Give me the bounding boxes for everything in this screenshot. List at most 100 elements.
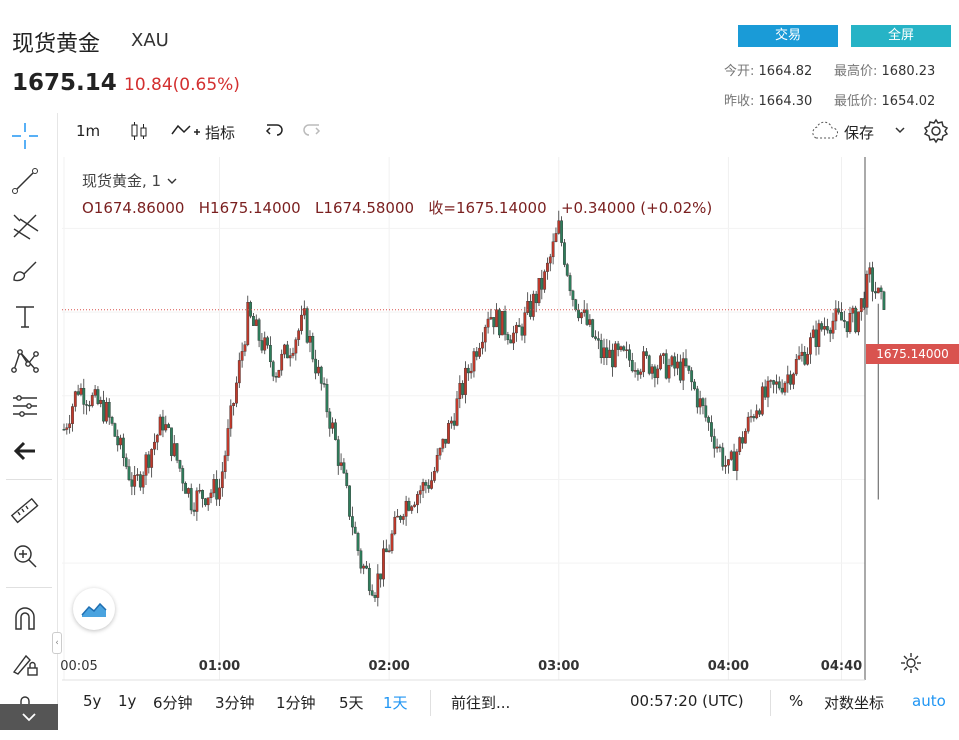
utc-clock[interactable]: 00:57:20 (UTC) xyxy=(630,692,744,710)
candle-body xyxy=(387,550,391,553)
candle-body xyxy=(636,370,640,375)
candle-body xyxy=(876,287,880,294)
range-3min[interactable]: 3分钟 xyxy=(215,694,255,712)
candle-body xyxy=(356,533,360,551)
candle-body xyxy=(831,320,835,334)
expand-toolbar-button[interactable] xyxy=(0,704,58,730)
candlestick-series xyxy=(62,210,886,607)
candle-body xyxy=(571,290,575,300)
settings-gear-icon[interactable] xyxy=(923,118,949,148)
candle-body xyxy=(328,411,332,429)
range-1y[interactable]: 1y xyxy=(118,692,137,710)
candle-body xyxy=(85,404,89,406)
candle-body xyxy=(701,398,705,406)
candle-body xyxy=(147,454,151,468)
candle-body xyxy=(161,416,165,431)
tradingview-logo[interactable] xyxy=(73,588,115,630)
cloud-save-icon[interactable] xyxy=(808,120,840,146)
range-5y[interactable]: 5y xyxy=(83,692,102,710)
candle-body xyxy=(206,497,210,506)
candle-body xyxy=(729,451,733,460)
pattern-tool-icon[interactable] xyxy=(8,346,42,376)
candle-body xyxy=(743,431,747,444)
chevron-down-icon xyxy=(167,178,177,184)
candle-body xyxy=(404,500,408,517)
auto-scale-toggle[interactable]: auto xyxy=(912,692,946,710)
log-scale-toggle[interactable]: 对数坐标 xyxy=(824,694,885,712)
indicators-button[interactable]: 指标 xyxy=(205,124,236,142)
toolbar-divider xyxy=(6,479,52,480)
candle-body xyxy=(718,446,722,449)
range-6min[interactable]: 6分钟 xyxy=(153,694,193,712)
candle-body xyxy=(667,364,671,379)
candle-body xyxy=(266,337,269,346)
goto-date-button[interactable]: 前往到... xyxy=(451,694,511,712)
candle-body xyxy=(565,264,569,276)
candle-body xyxy=(794,359,798,375)
chevron-down-icon[interactable] xyxy=(893,122,907,142)
time-tick-label: 03:00 xyxy=(538,659,579,674)
candle-body xyxy=(113,423,117,437)
zoom-in-icon[interactable] xyxy=(8,541,42,571)
fib-tools-icon[interactable] xyxy=(8,211,42,241)
series-title-text: 现货黄金, 1 xyxy=(82,172,162,190)
candle-body xyxy=(331,422,334,429)
candle-body xyxy=(260,340,264,351)
ruler-icon[interactable] xyxy=(8,496,42,526)
candle-body xyxy=(302,308,306,316)
redo-icon[interactable] xyxy=(300,120,322,146)
interval-selector[interactable]: 1m xyxy=(76,122,101,140)
candle-body xyxy=(416,494,419,506)
candle-body xyxy=(837,308,841,313)
candle-body xyxy=(384,548,388,553)
magnet-icon[interactable] xyxy=(8,603,42,633)
undo-icon[interactable] xyxy=(264,120,286,146)
candle-body xyxy=(218,487,221,500)
candle-body xyxy=(277,369,281,378)
candle-body xyxy=(633,370,637,372)
candle-body xyxy=(232,403,236,406)
candle-type-icon[interactable] xyxy=(128,120,150,146)
candle-body xyxy=(96,389,100,404)
time-axis-settings-icon[interactable] xyxy=(900,652,922,678)
candle-body xyxy=(630,360,634,372)
range-1d[interactable]: 1天 xyxy=(383,694,408,712)
candle-body xyxy=(811,329,815,338)
time-tick-label: 02:00 xyxy=(368,659,409,674)
candle-body xyxy=(574,299,578,311)
candle-body xyxy=(512,332,515,344)
candle-body xyxy=(783,382,787,393)
prediction-tool-icon[interactable] xyxy=(8,391,42,421)
crosshair-icon[interactable] xyxy=(8,121,42,151)
candle-body xyxy=(382,548,385,580)
last-price-label: 1675.14000 xyxy=(866,344,959,364)
collapse-panel-handle[interactable]: ‹ xyxy=(52,632,62,654)
candle-body xyxy=(99,399,103,404)
candle-body xyxy=(851,307,855,314)
candle-body xyxy=(531,293,535,317)
candle-body xyxy=(370,590,374,596)
time-tick-label: 01:00 xyxy=(199,659,240,674)
fullscreen-button[interactable]: 全屏 xyxy=(851,25,951,47)
range-1min[interactable]: 1分钟 xyxy=(276,694,316,712)
trend-line-icon[interactable] xyxy=(8,166,42,196)
hide-toolbar-arrow-icon[interactable] xyxy=(8,436,42,466)
candle-body xyxy=(353,526,357,534)
candle-body xyxy=(413,504,416,507)
brush-icon[interactable] xyxy=(8,256,42,286)
save-button[interactable]: 保存 xyxy=(844,124,875,142)
candle-body xyxy=(534,293,538,304)
lock-drawing-icon[interactable] xyxy=(8,648,42,678)
text-tool-icon[interactable] xyxy=(8,301,42,331)
indicators-icon[interactable] xyxy=(170,120,202,146)
range-5d[interactable]: 5天 xyxy=(339,694,364,712)
candle-body xyxy=(777,381,781,389)
legend-series-title[interactable]: 现货黄金, 1 xyxy=(82,170,178,191)
candle-body xyxy=(613,343,617,368)
trade-button[interactable]: 交易 xyxy=(738,25,838,47)
percent-scale-toggle[interactable]: % xyxy=(789,692,804,710)
candle-body xyxy=(506,334,510,341)
last-price: 1675.14 xyxy=(12,70,117,96)
candle-body xyxy=(339,462,343,466)
